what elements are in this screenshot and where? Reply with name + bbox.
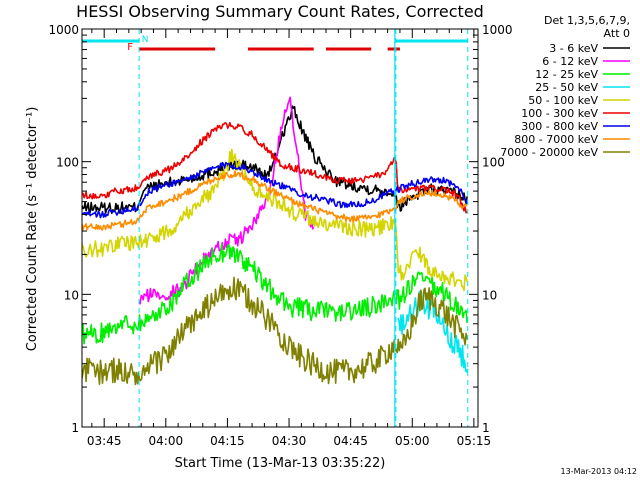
x-tick-label: 04:15	[210, 434, 245, 448]
y-tick-label-right: 1	[482, 421, 490, 435]
series-line-2	[82, 243, 468, 345]
x-tick-label: 04:45	[333, 434, 368, 448]
series-layer	[82, 96, 469, 386]
legend-label: 7000 - 20000 keV	[500, 146, 598, 159]
x-tick-label: 05:00	[395, 434, 430, 448]
y-tick-label: 1	[71, 421, 79, 435]
x-axis-label: Start Time (13-Mar-13 03:35:22)	[175, 456, 386, 471]
f-flag-label: F	[127, 42, 133, 53]
series-line-6	[82, 161, 468, 219]
y-tick-label: 1000	[48, 23, 79, 37]
legend-label: 100 - 300 keV	[521, 107, 598, 120]
legend-label: 300 - 800 keV	[521, 120, 598, 133]
series-line-5	[82, 121, 468, 214]
plot-frame	[81, 28, 479, 428]
legend-label: 6 - 12 keV	[542, 55, 598, 68]
legend-header-line-1: Det 1,3,5,6,7,9,	[544, 14, 630, 27]
y-tick-label: 100	[56, 156, 79, 170]
y-axis-label: Corrected Count Rate (s⁻¹ detector⁻¹)	[25, 107, 40, 352]
legend-label: 3 - 6 keV	[549, 42, 598, 55]
x-tick-label: 04:00	[149, 434, 184, 448]
y-tick-label-right: 100	[482, 156, 505, 170]
y-tick-label: 10	[64, 288, 79, 302]
series-line-7	[82, 170, 468, 231]
legend-label: 12 - 25 keV	[535, 68, 598, 81]
footer-timestamp: 13-Mar-2013 04:12	[561, 467, 638, 476]
x-tick-label: 03:45	[87, 434, 122, 448]
legend-header-line-2: Att 0	[604, 27, 630, 40]
x-tick-label: 05:15	[457, 434, 492, 448]
chart-title: HESSI Observing Summary Count Rates, Cor…	[76, 2, 484, 21]
series-line-8	[82, 276, 468, 386]
series-line-1	[138, 96, 315, 305]
y-tick-label-right: 10	[482, 288, 497, 302]
n-flag-label: N	[142, 35, 149, 45]
tick-layer: 03:45 04:00 04:15 04:30 04:45 05:00 05:151 110 1…	[48, 23, 512, 448]
legend-label: 50 - 100 keV	[528, 94, 598, 107]
y-tick-label-right: 1000	[482, 23, 513, 37]
legend-label: 800 - 7000 keV	[514, 133, 598, 146]
legend-label: 25 - 50 keV	[535, 81, 598, 94]
flag-layer: FN	[82, 29, 469, 427]
x-tick-label: 04:30	[272, 434, 307, 448]
